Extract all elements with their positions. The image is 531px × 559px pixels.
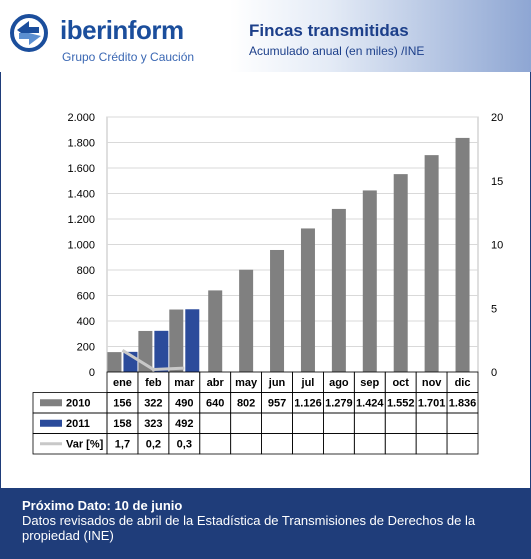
- bar-2010: [239, 269, 254, 372]
- data-label: 158: [113, 418, 131, 430]
- next-data-label: Próximo Dato: 10 de junio: [22, 498, 183, 513]
- table-cell: [384, 412, 417, 434]
- data-label: 802: [237, 398, 255, 410]
- bar-2010: [424, 155, 439, 372]
- data-label: 1.552: [387, 398, 415, 410]
- y-tick-label: 1.400: [67, 189, 95, 201]
- x-tick-label: abr: [207, 377, 225, 389]
- bar-2010: [270, 249, 285, 372]
- data-label: 957: [268, 398, 286, 410]
- bar-2011: [154, 330, 169, 372]
- header: iberinform Grupo Crédito y Caución Finca…: [0, 0, 531, 72]
- bar-2010: [393, 174, 408, 372]
- data-label: 640: [206, 398, 224, 410]
- y-tick-label: 1.600: [67, 163, 95, 175]
- table-cell: [261, 433, 293, 455]
- x-tick-label: jun: [268, 377, 286, 389]
- table-cell: [415, 433, 448, 455]
- x-tick-label: ago: [329, 377, 349, 389]
- y-tick-label: 1.200: [67, 214, 95, 226]
- legend-key-2011: [40, 419, 62, 427]
- bar-2010: [107, 352, 122, 372]
- data-label: 1.126: [294, 398, 322, 410]
- brand-name-b: inform: [105, 15, 184, 45]
- chart: 02004006008001.0001.2001.4001.6001.8002.…: [32, 112, 503, 455]
- chart-title: Fincas transmitidas: [249, 21, 409, 40]
- y-tick-label: 800: [77, 265, 95, 277]
- y2-tick-label: 20: [491, 112, 503, 124]
- chart-subtitle: Acumulado anual (en miles) /INE: [249, 44, 425, 58]
- bar-2011: [185, 309, 200, 372]
- y-tick-label: 0: [89, 367, 95, 379]
- x-tick-label: mar: [174, 377, 195, 389]
- bar-2010: [300, 228, 315, 372]
- bar-2010: [362, 190, 377, 372]
- y-tick-label: 600: [77, 291, 95, 303]
- table-cell: [446, 433, 479, 455]
- data-label: 490: [175, 398, 193, 410]
- data-label: 492: [175, 418, 193, 430]
- var-line: [121, 349, 185, 371]
- brand-tagline: Grupo Crédito y Caución: [62, 50, 195, 64]
- table-cell: [446, 412, 479, 434]
- table-cell: [384, 433, 417, 455]
- bar-2010: [455, 137, 470, 372]
- y-tick-label: 2.000: [67, 112, 95, 124]
- bar-2010: [331, 208, 346, 372]
- legend-label: 2011: [66, 418, 90, 430]
- table-cell: [292, 433, 324, 455]
- table-cell: [261, 412, 293, 434]
- x-tick-label: jul: [301, 377, 315, 389]
- x-tick-label: nov: [422, 377, 442, 389]
- data-label: 156: [113, 398, 131, 410]
- table-cell: [353, 412, 386, 434]
- y2-tick-label: 10: [491, 240, 503, 252]
- table-cell: [230, 412, 262, 434]
- table-cell: [415, 412, 448, 434]
- y-tick-label: 1.800: [67, 138, 95, 150]
- bar-2010: [208, 290, 223, 372]
- x-tick-label: may: [235, 377, 258, 389]
- data-label: 1.701: [418, 398, 446, 410]
- bar-2010: [169, 309, 184, 372]
- x-tick-label: sep: [360, 377, 379, 389]
- table-cell: [230, 433, 262, 455]
- data-label: 1.424: [356, 398, 384, 410]
- y2-tick-label: 5: [491, 303, 497, 315]
- x-tick-label: feb: [145, 377, 162, 389]
- data-label: 0,3: [177, 439, 192, 451]
- data-label: 323: [144, 418, 162, 430]
- data-label: 322: [144, 398, 162, 410]
- y2-tick-label: 0: [491, 367, 497, 379]
- table-cell: [199, 412, 232, 434]
- data-label: 1.836: [449, 398, 477, 410]
- brand-name-a: iber: [60, 15, 106, 45]
- legend-key-2010: [40, 399, 62, 407]
- y-tick-label: 1.000: [67, 240, 95, 252]
- legend-label: 2010: [66, 398, 90, 410]
- table-cell: [323, 412, 355, 434]
- x-tick-label: dic: [455, 377, 471, 389]
- x-tick-label: ene: [113, 377, 132, 389]
- brand-name: iberinform: [60, 16, 184, 44]
- legend-label: Var [%]: [66, 439, 104, 451]
- table-cell: [32, 433, 108, 455]
- data-label: 1,7: [115, 439, 130, 451]
- x-tick-label: oct: [392, 377, 409, 389]
- y-tick-label: 400: [77, 316, 95, 328]
- y2-tick-label: 15: [491, 176, 503, 188]
- footer-note: Datos revisados de abril de la Estadísti…: [22, 513, 476, 543]
- iberinform-logo-icon: [10, 14, 48, 52]
- table-cell: [353, 433, 386, 455]
- y-tick-label: 200: [77, 342, 95, 354]
- data-label: 1.279: [325, 398, 353, 410]
- footer: Próximo Dato: 10 de junio Datos revisado…: [0, 488, 531, 559]
- table-cell: [199, 433, 232, 455]
- table-cell: [323, 433, 355, 455]
- table-cell: [292, 412, 324, 434]
- data-label: 0,2: [146, 439, 161, 451]
